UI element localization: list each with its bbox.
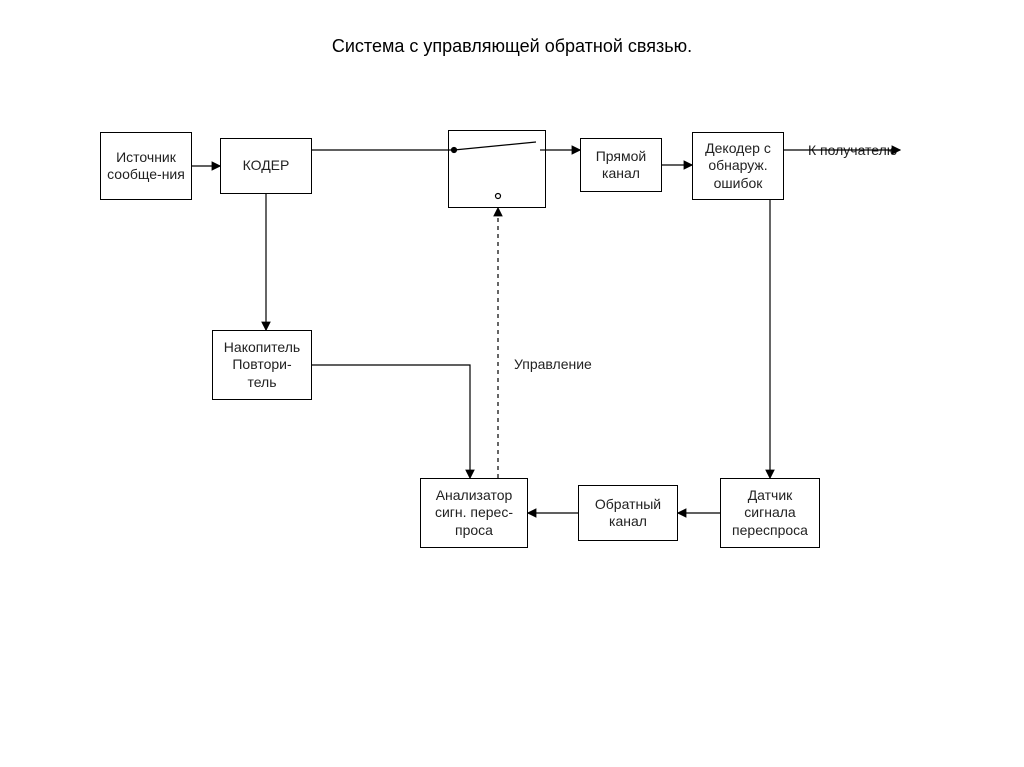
node-coder: КОДЕР [220, 138, 312, 194]
node-sensor: Датчик сигнала переспроса [720, 478, 820, 548]
node-back-label: Обратный канал [583, 496, 673, 531]
node-coder-label: КОДЕР [243, 157, 290, 175]
node-storage-label: Накопитель Повтори- тель [217, 339, 307, 392]
edges-layer [0, 0, 1024, 767]
node-source: Источник сообще-ния [100, 132, 192, 200]
node-analyzer: Анализатор сигн. перес- проса [420, 478, 528, 548]
node-source-label: Источник сообще-ния [105, 149, 187, 184]
diagram-title: Система с управляющей обратной связью. [0, 36, 1024, 57]
node-analyzer-label: Анализатор сигн. перес- проса [425, 487, 523, 540]
node-fwd-label: Прямой канал [585, 148, 657, 183]
node-storage: Накопитель Повтори- тель [212, 330, 312, 400]
label-to-receiver: К получателю [808, 142, 897, 158]
node-fwd: Прямой канал [580, 138, 662, 192]
node-sensor-label: Датчик сигнала переспроса [725, 487, 815, 540]
node-switch [448, 130, 546, 208]
node-back: Обратный канал [578, 485, 678, 541]
node-decoder: Декодер с обнаруж. ошибок [692, 132, 784, 200]
node-decoder-label: Декодер с обнаруж. ошибок [697, 140, 779, 193]
label-control: Управление [514, 356, 592, 372]
